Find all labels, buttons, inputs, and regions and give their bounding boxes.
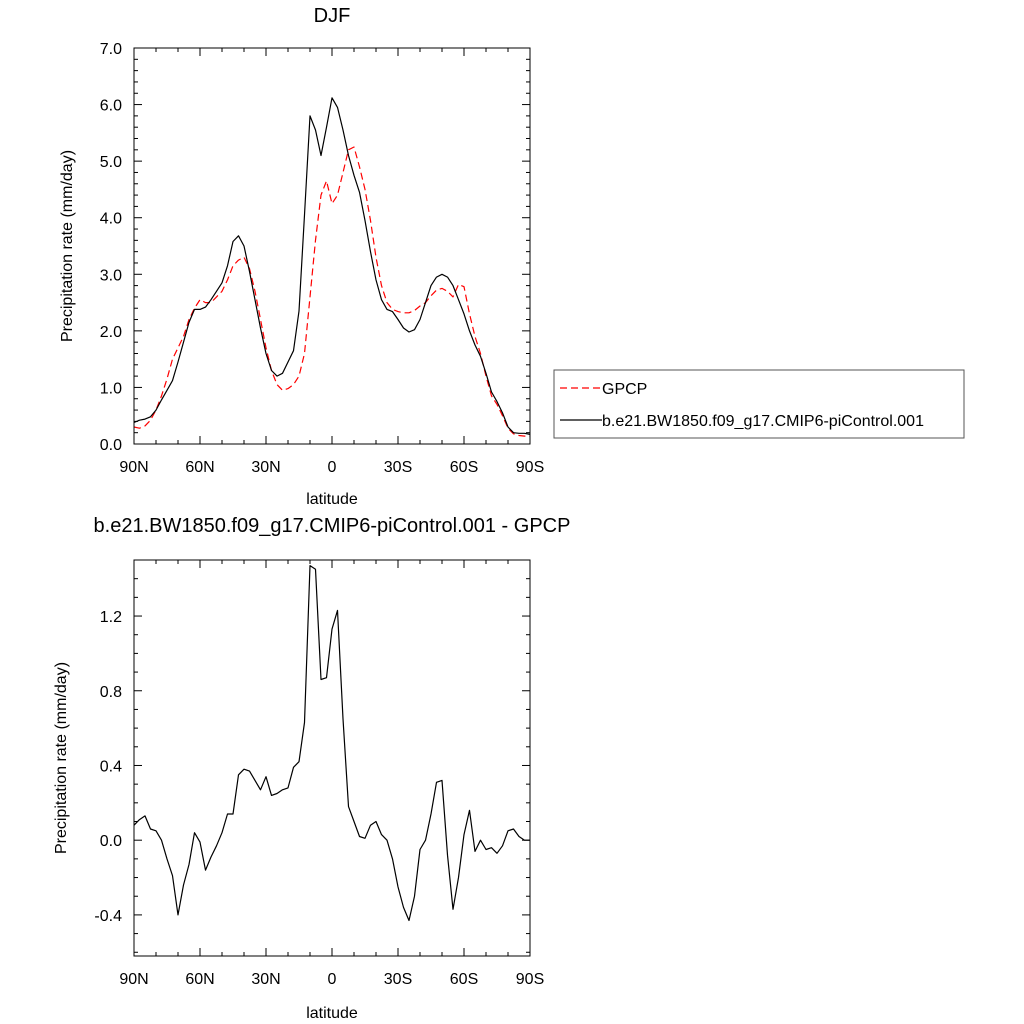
chart2-lines — [133, 564, 530, 922]
chart2-x-axis-label: latitude — [306, 1005, 358, 1022]
y-tick-label: 5.0 — [100, 154, 122, 171]
chart1-frame — [133, 47, 531, 445]
x-tick-label: 0 — [328, 459, 337, 476]
x-tick-label: 0 — [328, 971, 337, 988]
chart1-x-axis-label: latitude — [306, 491, 358, 508]
djf-chart: DJF 90N 60N 30N 0 30S 60S 90S 0.0 1.0 2.0 3.0 4.0 5… — [59, 5, 544, 508]
x-tick-label: 60N — [185, 459, 214, 476]
chart2-ticks — [133, 559, 531, 956]
x-tick-label: 90N — [119, 971, 148, 988]
chart1-lines — [133, 97, 531, 437]
x-tick-label: 60S — [450, 971, 478, 988]
chart1-y-tick-labels: 0.0 1.0 2.0 3.0 4.0 5.0 6.0 7.0 — [100, 41, 122, 454]
series-line-b-e21-bw1850-f09-g17-cmip6-picontrol-001 — [133, 97, 531, 435]
chart1-legend: GPCP b.e21.BW1850.f09_g17.CMIP6-piContro… — [553, 369, 965, 439]
chart2-y-axis-label: Precipitation rate (mm/day) — [53, 662, 70, 854]
chart1-ticks — [133, 47, 531, 445]
x-tick-label: 90N — [119, 459, 148, 476]
chart2-x-tick-labels: 90N 60N 30N 0 30S 60S 90S — [119, 971, 544, 988]
y-tick-label: 3.0 — [100, 267, 122, 284]
chart2-frame — [133, 559, 531, 957]
chart1-title: DJF — [314, 5, 351, 27]
x-tick-label: 90S — [516, 459, 544, 476]
y-tick-label: 1.0 — [100, 380, 122, 397]
chart2-y-tick-labels: -0.4 0.0 0.4 0.8 1.2 — [94, 609, 122, 925]
chart2-title: b.e21.BW1850.f09_g17.CMIP6-piControl.001… — [94, 515, 571, 537]
x-tick-label: 30S — [384, 459, 412, 476]
legend-label-gpcp: GPCP — [602, 381, 647, 398]
y-tick-label: 2.0 — [100, 324, 122, 341]
x-tick-label: 30N — [251, 971, 280, 988]
y-tick-label: -0.4 — [94, 908, 122, 925]
x-tick-label: 90S — [516, 971, 544, 988]
y-tick-label: 1.2 — [100, 609, 122, 626]
y-tick-label: 0.8 — [100, 684, 122, 701]
x-tick-label: 30S — [384, 971, 412, 988]
y-tick-label: 0.0 — [100, 437, 122, 454]
series-line-gpcp — [133, 146, 530, 437]
series-line-difference — [133, 564, 530, 922]
legend-label-model: b.e21.BW1850.f09_g17.CMIP6-piControl.001 — [602, 413, 924, 430]
x-tick-label: 60N — [185, 971, 214, 988]
x-tick-label: 30N — [251, 459, 280, 476]
chart1-x-tick-labels: 90N 60N 30N 0 30S 60S 90S — [119, 459, 544, 476]
difference-chart: b.e21.BW1850.f09_g17.CMIP6-piControl.001… — [53, 515, 570, 1022]
chart1-y-axis-label: Precipitation rate (mm/day) — [59, 150, 76, 342]
x-tick-label: 60S — [450, 459, 478, 476]
y-tick-label: 6.0 — [100, 98, 122, 115]
legend-box — [553, 369, 965, 439]
y-tick-label: 4.0 — [100, 211, 122, 228]
y-tick-label: 0.0 — [100, 833, 122, 850]
y-tick-label: 7.0 — [100, 41, 122, 58]
y-tick-label: 0.4 — [100, 758, 122, 775]
